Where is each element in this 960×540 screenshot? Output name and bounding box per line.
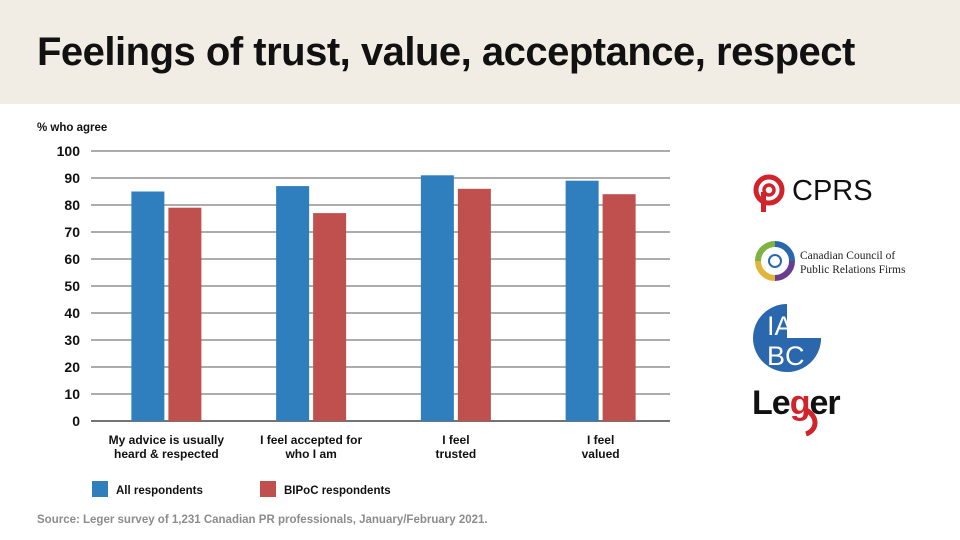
x-tick-label: heard & respected bbox=[114, 447, 219, 461]
y-tick-label: 0 bbox=[72, 413, 80, 429]
bar-bipoc-4 bbox=[602, 194, 636, 421]
legend-swatch bbox=[260, 481, 276, 497]
x-tick-label: I feel bbox=[587, 433, 614, 447]
bar-bipoc-1 bbox=[168, 207, 202, 421]
leger-logo-le: Le bbox=[752, 384, 790, 422]
x-tick-label: My advice is usually bbox=[109, 433, 225, 447]
y-tick-label: 40 bbox=[64, 305, 80, 321]
title-banner: Feelings of trust, value, acceptance, re… bbox=[0, 0, 960, 104]
cccprf-logo-line2: Public Relations Firms bbox=[800, 264, 906, 276]
cprs-logo-text: CPRS bbox=[792, 175, 873, 207]
bar-all-1 bbox=[131, 191, 165, 421]
bar-all-4 bbox=[565, 180, 599, 421]
svg-text:Leger: Leger bbox=[752, 384, 840, 422]
y-tick-label: 100 bbox=[57, 143, 81, 159]
y-tick-label: 60 bbox=[64, 251, 80, 267]
x-tick-label: I feel bbox=[442, 433, 469, 447]
logo-panel: CPRS Canadian Council of Public Relation… bbox=[740, 160, 940, 450]
x-tick-label: I feel accepted for bbox=[260, 433, 362, 447]
y-tick-label: 90 bbox=[64, 170, 80, 186]
leger-logo: Leger bbox=[752, 382, 872, 448]
y-tick-label: 10 bbox=[64, 386, 80, 402]
legend-label: All respondents bbox=[116, 485, 203, 497]
y-tick-label: 70 bbox=[64, 224, 80, 240]
y-tick-label: 50 bbox=[64, 278, 80, 294]
y-axis-label: % who agree bbox=[37, 122, 107, 134]
legend-label: BIPoC respondents bbox=[284, 485, 391, 497]
x-tick-label: trusted bbox=[436, 447, 477, 461]
page-title: Feelings of trust, value, acceptance, re… bbox=[37, 30, 855, 74]
leger-logo-g: g bbox=[790, 384, 810, 422]
bar-all-3 bbox=[420, 175, 454, 421]
source-note: Source: Leger survey of 1,231 Canadian P… bbox=[37, 514, 488, 526]
cccprf-logo: Canadian Council of Public Relations Fir… bbox=[748, 234, 928, 288]
bar-bipoc-2 bbox=[313, 213, 347, 421]
y-tick-label: 80 bbox=[64, 197, 80, 213]
cprs-logo: CPRS bbox=[752, 168, 912, 220]
bar-all-2 bbox=[276, 186, 310, 421]
iabc-logo: IA BC bbox=[750, 302, 824, 374]
y-tick-label: 20 bbox=[64, 359, 80, 375]
legend-swatch bbox=[92, 481, 108, 497]
iabc-logo-line1: IA bbox=[767, 311, 793, 341]
x-tick-label: valued bbox=[582, 447, 620, 461]
bar-bipoc-3 bbox=[457, 188, 491, 421]
y-tick-label: 30 bbox=[64, 332, 80, 348]
cccprf-logo-line1: Canadian Council of bbox=[800, 250, 895, 262]
x-tick-label: who I am bbox=[284, 447, 336, 461]
iabc-logo-line2: BC bbox=[767, 341, 805, 371]
